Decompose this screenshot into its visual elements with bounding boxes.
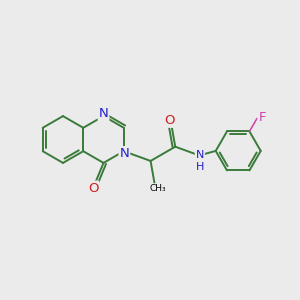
Text: F: F	[259, 111, 266, 124]
Text: N: N	[99, 107, 108, 120]
Text: N
H: N H	[196, 150, 204, 172]
Text: O: O	[88, 182, 98, 195]
Text: N: N	[119, 147, 129, 160]
Text: CH₃: CH₃	[149, 184, 166, 193]
Text: O: O	[165, 114, 175, 127]
